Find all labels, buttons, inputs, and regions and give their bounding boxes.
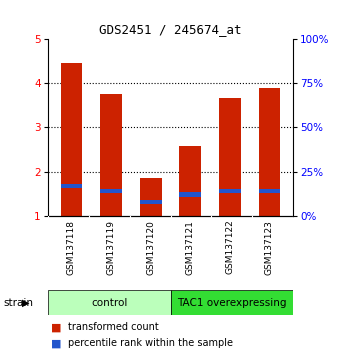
Text: GSM137121: GSM137121 (186, 219, 195, 275)
Text: GSM137118: GSM137118 (67, 219, 76, 275)
Text: ▶: ▶ (22, 298, 29, 308)
Bar (219, 189, 241, 193)
Bar (140, 178, 162, 216)
Bar (61, 63, 83, 216)
Bar (140, 200, 162, 204)
Bar (170, 290, 293, 315)
Text: control: control (91, 298, 127, 308)
Text: TAC1 overexpressing: TAC1 overexpressing (177, 298, 287, 308)
Title: GDS2451 / 245674_at: GDS2451 / 245674_at (99, 23, 242, 36)
Text: GSM137119: GSM137119 (107, 219, 116, 275)
Bar (258, 189, 280, 193)
Text: GSM137120: GSM137120 (146, 219, 155, 275)
Text: GSM137122: GSM137122 (225, 219, 234, 274)
Bar (179, 146, 201, 216)
Text: ■: ■ (51, 338, 62, 348)
Text: percentile rank within the sample: percentile rank within the sample (68, 338, 233, 348)
Text: strain: strain (3, 298, 33, 308)
Text: GSM137123: GSM137123 (265, 219, 274, 275)
Text: transformed count: transformed count (68, 322, 159, 332)
Bar (61, 184, 83, 188)
Bar (100, 94, 122, 216)
Bar (48, 290, 170, 315)
Text: ■: ■ (51, 322, 62, 332)
Bar (219, 98, 241, 216)
Bar (179, 193, 201, 197)
Bar (258, 88, 280, 216)
Bar (100, 189, 122, 193)
